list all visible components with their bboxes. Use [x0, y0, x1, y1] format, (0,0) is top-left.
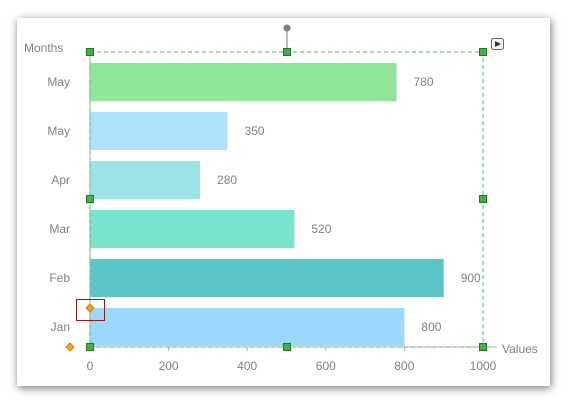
value-label: 280 — [217, 173, 237, 187]
bar — [90, 210, 295, 248]
resize-handle-bottom-left[interactable] — [86, 343, 94, 351]
x-axis-title: Values — [502, 342, 538, 356]
value-label: 900 — [461, 271, 481, 285]
resize-handle-right[interactable] — [479, 195, 487, 203]
category-label: May — [47, 124, 70, 138]
diamond-control-point-icon[interactable] — [65, 342, 75, 352]
value-label: 800 — [421, 320, 441, 334]
play-button[interactable] — [491, 38, 504, 50]
x-tick-label: 200 — [159, 359, 179, 373]
category-label: Feb — [49, 271, 70, 285]
bar-group — [90, 63, 444, 346]
resize-handle-top-right[interactable] — [479, 48, 487, 56]
resize-handle-bottom-right[interactable] — [479, 343, 487, 351]
rotate-handle-icon[interactable] — [283, 24, 291, 32]
bar — [90, 112, 228, 150]
x-tick-label: 1000 — [470, 359, 497, 373]
category-label: Apr — [51, 173, 70, 187]
value-label-group: 780 350 280 520 900 800 — [217, 75, 481, 334]
bar — [90, 308, 405, 346]
play-icon — [495, 41, 501, 47]
resize-handle-top[interactable] — [283, 48, 291, 56]
value-label: 780 — [414, 75, 434, 89]
focus-box — [76, 299, 105, 321]
value-label: 520 — [311, 222, 331, 236]
x-tick-group: 0 200 400 600 800 1000 — [87, 347, 497, 373]
category-label: Mar — [49, 222, 70, 236]
x-tick-label: 600 — [316, 359, 336, 373]
x-tick-label: 800 — [394, 359, 414, 373]
bar — [90, 259, 444, 297]
bar — [90, 63, 397, 101]
resize-handle-top-left[interactable] — [86, 48, 94, 56]
bar-chart[interactable]: 780 350 280 520 900 800 May May Apr Mar Feb Jan 0 2… — [17, 18, 550, 386]
resize-handle-bottom[interactable] — [283, 343, 291, 351]
x-tick-label: 0 — [87, 359, 94, 373]
y-axis-title: Months — [24, 41, 63, 55]
value-label: 350 — [245, 124, 265, 138]
category-label-group: May May Apr Mar Feb Jan — [47, 75, 70, 334]
resize-handle-left[interactable] — [86, 195, 94, 203]
diamond-control-point-icon[interactable] — [85, 303, 95, 313]
diagram-canvas[interactable]: 780 350 280 520 900 800 May May Apr Mar Feb Jan 0 2… — [17, 18, 550, 386]
category-label: May — [47, 75, 70, 89]
category-label: Jan — [51, 320, 70, 334]
x-tick-label: 400 — [237, 359, 257, 373]
bar — [90, 161, 201, 199]
